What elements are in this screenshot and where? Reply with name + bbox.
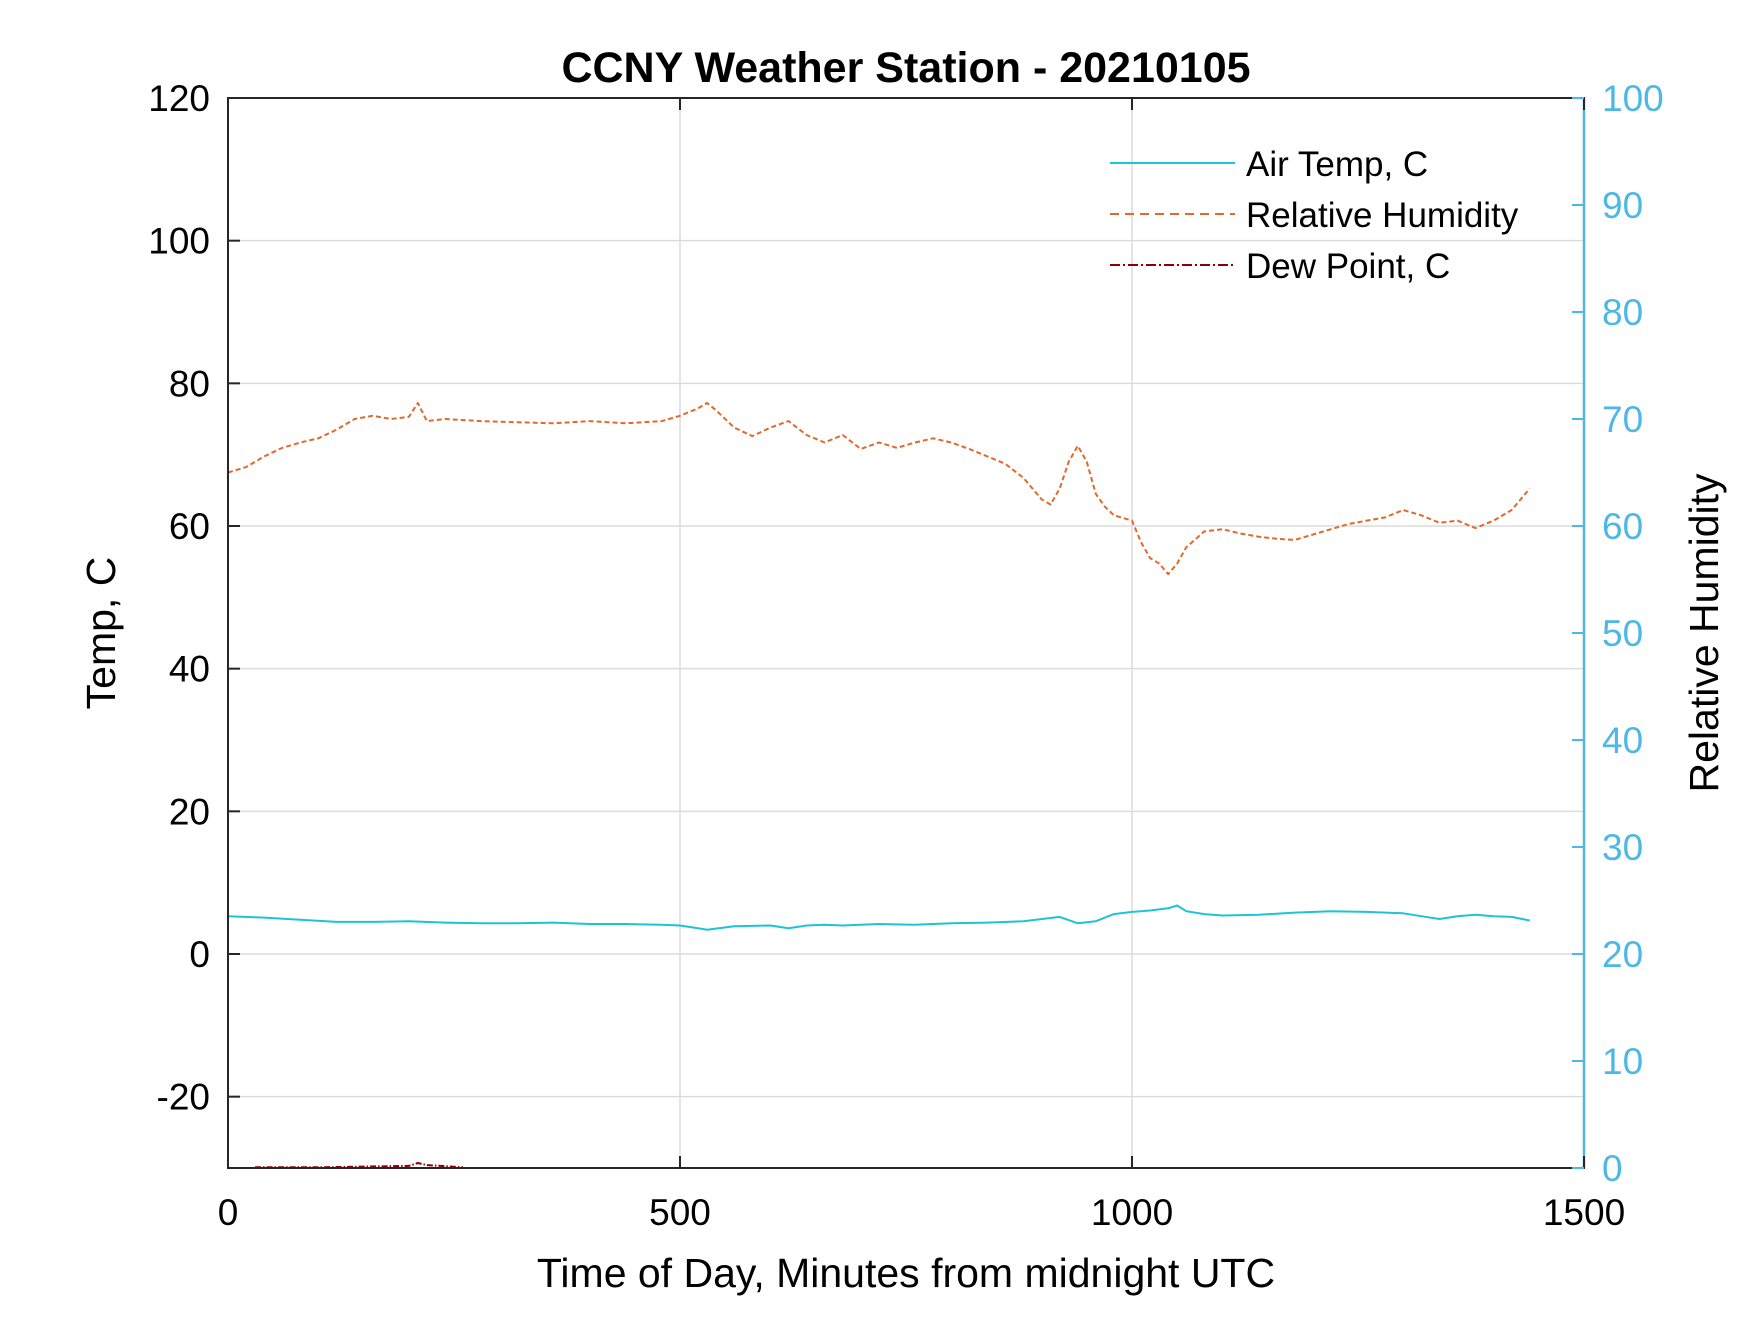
y-right-tick-label-6: 60 [1602, 506, 1643, 547]
y-left-tick-label-6: 100 [148, 221, 210, 262]
y-right-tick-label-9: 90 [1602, 185, 1643, 226]
y-axis-left-label: Temp, C [78, 557, 124, 710]
y-axis-right-label: Relative Humidity [1681, 473, 1727, 792]
y-right-tick-label-3: 30 [1602, 827, 1643, 868]
y-left-tick-label-0: -20 [157, 1077, 210, 1118]
axis-ticks: 0 500 1000 1500 -20 0 20 40 60 80 100 120 0 10 20 30 40 5… [148, 78, 1663, 1233]
x-axis-label: Time of Day, Minutes from midnight UTC [537, 1250, 1275, 1296]
y-right-tick-label-5: 50 [1602, 613, 1643, 654]
y-left-tick-label-2: 20 [169, 791, 210, 832]
x-tick-label-1: 500 [649, 1192, 711, 1233]
x-tick-label-3: 1500 [1543, 1192, 1625, 1233]
legend: Air Temp, C Relative Humidity Dew Point,… [1110, 145, 1519, 286]
y-left-tick-label-7: 120 [148, 78, 210, 119]
x-tick-label-2: 1000 [1091, 1192, 1173, 1233]
legend-label-relative-humidity: Relative Humidity [1246, 196, 1519, 235]
y-left-tick-label-5: 80 [169, 363, 210, 404]
plot-area [228, 98, 1584, 1168]
series-air-temp [227, 904, 1530, 931]
y-right-tick-label-0: 0 [1602, 1148, 1623, 1189]
y-left-tick-label-3: 40 [169, 649, 210, 690]
y-left-tick-label-4: 60 [169, 506, 210, 547]
chart-title: CCNY Weather Station - 20210105 [561, 44, 1250, 92]
y-right-tick-label-4: 40 [1602, 720, 1643, 761]
y-right-tick-label-7: 70 [1602, 399, 1643, 440]
y-right-tick-label-8: 80 [1602, 292, 1643, 333]
y-right-tick-label-2: 20 [1602, 934, 1643, 975]
y-left-tick-label-1: 0 [189, 934, 210, 975]
x-tick-label-0: 0 [218, 1192, 239, 1233]
legend-label-dew-point: Dew Point, C [1246, 247, 1450, 286]
series-relative-humidity [227, 402, 1531, 576]
y-right-tick-label-1: 10 [1602, 1041, 1643, 1082]
legend-label-air-temp: Air Temp, C [1246, 145, 1428, 184]
y-right-tick-label-10: 100 [1602, 78, 1664, 119]
